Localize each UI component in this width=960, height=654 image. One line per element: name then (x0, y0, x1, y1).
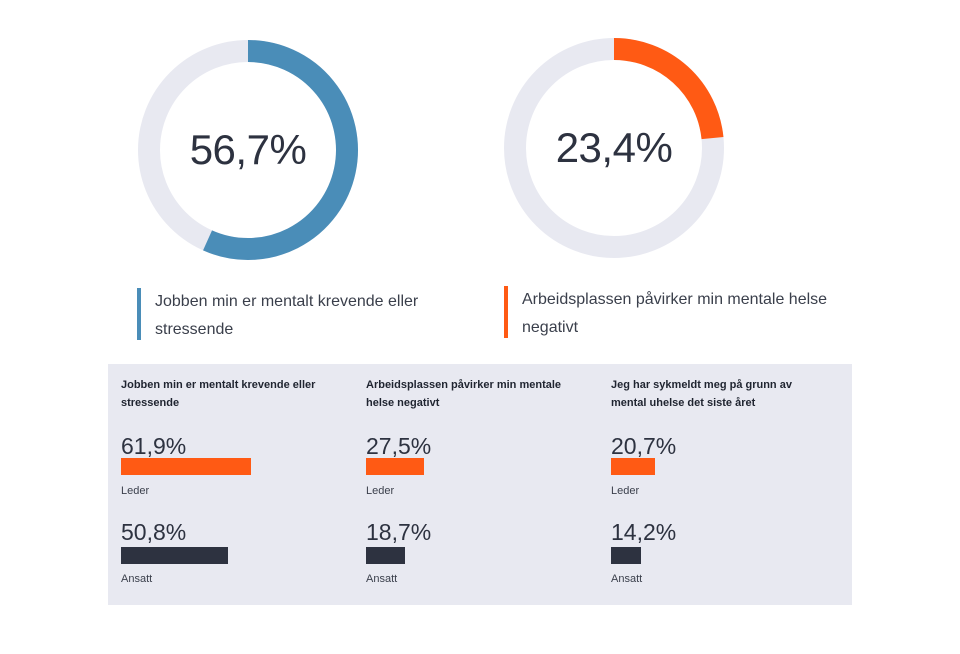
bar-label-ansatt: Ansatt (121, 573, 153, 585)
comparison-group-mentalt-krevende: Jobben min er mentalt krevende eller str… (108, 364, 338, 605)
donut-caption-mentalt-krevende: Jobben min er mentalt krevende eller str… (137, 288, 475, 344)
comparison-group-sykmeldt: Jeg har sykmeldt meg på grunn av mental … (598, 364, 828, 605)
bar-leder (121, 458, 251, 475)
bar-label-leder: Leder (121, 485, 150, 497)
donut-caption-psykisk-helse: Arbeidsplassen påvirker min mentale hels… (504, 286, 852, 342)
donut-arc-psykisk-helse (613, 38, 724, 140)
group-title: Arbeidsplassen påvirker min mentale hels… (366, 379, 562, 409)
comparison-group-psykisk-helse: Arbeidsplassen påvirker min mentale hels… (353, 364, 583, 605)
bar-label-leder: Leder (611, 485, 640, 497)
group-title: Jobben min er mentalt krevende eller str… (121, 379, 316, 409)
value-label-leder: 27,5% (366, 433, 432, 459)
bar-ansatt (121, 547, 228, 564)
group-title: Jeg har sykmeldt meg på grunn av mental … (611, 379, 792, 409)
bar-ansatt (366, 547, 406, 564)
comparison-panel: Jobben min er mentalt krevende eller str… (108, 364, 852, 605)
caption-accent-bar (504, 286, 508, 338)
caption-accent-bar (137, 288, 141, 340)
caption-text: Arbeidsplassen påvirker min mentale hels… (522, 291, 828, 336)
value-label-leder: 20,7% (611, 433, 677, 459)
value-label-ansatt: 18,7% (366, 519, 432, 545)
value-label-ansatt: 14,2% (611, 519, 677, 545)
bar-label-ansatt: Ansatt (366, 573, 398, 585)
bar-leder (611, 458, 655, 475)
value-label-ansatt: 50,8% (121, 519, 187, 545)
bar-label-ansatt: Ansatt (611, 573, 643, 585)
donut-value-psykisk-helse: 23,4% (555, 124, 673, 171)
caption-text: Jobben min er mentalt krevende eller str… (155, 293, 419, 338)
bar-ansatt (611, 547, 641, 564)
value-label-leder: 61,9% (121, 433, 187, 459)
bar-label-leder: Leder (366, 485, 395, 497)
donut-arc-mentalt-krevende (203, 40, 358, 260)
donut-value-mentalt-krevende: 56,7% (189, 126, 307, 173)
bar-leder (366, 458, 424, 475)
